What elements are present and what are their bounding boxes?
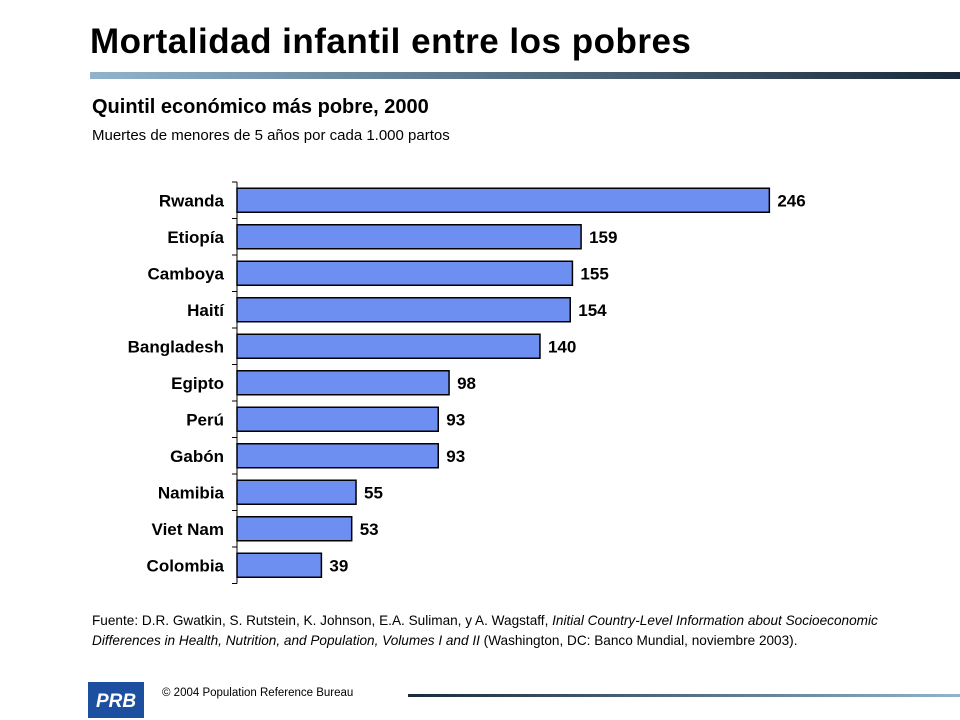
data-label: 155 [580, 264, 608, 283]
bar [236, 187, 771, 213]
category-label: Namibia [158, 483, 225, 502]
category-label: Rwanda [159, 191, 225, 210]
source-note: Fuente: D.R. Gwatkin, S. Rutstein, K. Jo… [92, 611, 882, 651]
data-label: 53 [360, 520, 379, 539]
category-label: Gabón [170, 447, 224, 466]
data-label: 246 [777, 191, 805, 210]
slide-title: Mortalidad infantil entre los pobres [90, 22, 692, 61]
chart-subtitle: Quintil económico más pobre, 2000 [92, 96, 429, 118]
category-label: Perú [186, 410, 224, 429]
data-label: 159 [589, 228, 617, 247]
category-label: Haití [187, 301, 225, 320]
bar [236, 370, 450, 396]
svg-text:PRB: PRB [96, 691, 136, 712]
source-suffix: (Washington, DC: Banco Mundial, noviembr… [479, 633, 798, 648]
copyright-text: © 2004 Population Reference Bureau [162, 687, 354, 699]
data-label: 154 [578, 301, 607, 320]
prb-logo: PRB [88, 682, 144, 718]
bar [236, 260, 574, 286]
data-label: 39 [329, 556, 348, 575]
data-label: 98 [457, 374, 476, 393]
bar [236, 406, 440, 432]
category-label: Viet Nam [152, 520, 224, 539]
bar [236, 443, 440, 469]
category-label: Camboya [147, 264, 224, 283]
bar [236, 552, 323, 578]
chart-units: Muertes de menores de 5 años por cada 1.… [92, 127, 450, 144]
source-prefix: Fuente: D.R. Gwatkin, S. Rutstein, K. Jo… [92, 613, 553, 628]
bar-chart: Rwanda 246 Etiopía 159 Camboya 155 Haití 154 Ban… [128, 181, 806, 584]
category-label: Egipto [171, 374, 224, 393]
bar [236, 224, 582, 250]
bar [236, 479, 357, 505]
data-label: 55 [364, 483, 383, 502]
footer-rule [408, 694, 960, 697]
bar [236, 297, 572, 323]
source-title: Initial Country-Level Information about … [92, 613, 878, 648]
category-label: Etiopía [167, 228, 224, 247]
data-label: 140 [548, 337, 576, 356]
bar [236, 516, 353, 542]
title-rule [90, 72, 960, 79]
category-label: Colombia [147, 556, 225, 575]
category-label: Bangladesh [128, 337, 224, 356]
data-label: 93 [446, 447, 465, 466]
bar [236, 333, 541, 359]
data-label: 93 [446, 410, 465, 429]
